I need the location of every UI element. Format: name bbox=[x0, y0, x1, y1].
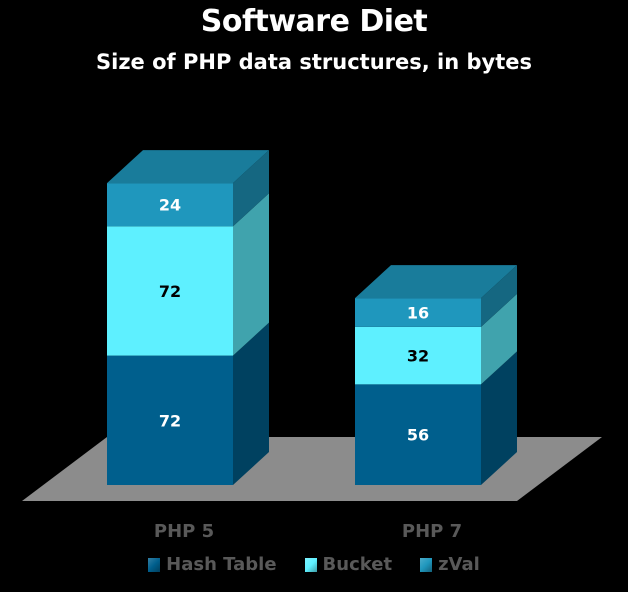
data-label-php-7-zval: 16 bbox=[407, 303, 429, 322]
bar-php-5-hash-table bbox=[107, 355, 233, 485]
bar-side-php-5-hash-table bbox=[233, 322, 269, 485]
data-label-php-5-hash-table: 72 bbox=[159, 411, 181, 430]
bar-side-php-5-bucket bbox=[233, 193, 269, 356]
chart-subtitle: Size of PHP data structures, in bytes bbox=[96, 50, 532, 74]
bar-top-php-7 bbox=[355, 265, 517, 299]
legend-label-bucket: Bucket bbox=[322, 554, 393, 575]
chart-title: Software Diet bbox=[200, 4, 428, 39]
legend-swatch-hash-table bbox=[148, 557, 161, 572]
bar-side-php-7-hash-table bbox=[481, 351, 517, 485]
chart-legend: Hash Table Bucket zVal bbox=[0, 554, 628, 575]
data-label-php-7-bucket: 32 bbox=[407, 347, 429, 366]
data-label-php-7-hash-table: 56 bbox=[407, 426, 429, 445]
legend-item-hash-table: Hash Table bbox=[148, 554, 277, 575]
legend-label-zval: zVal bbox=[438, 554, 480, 575]
legend-label-hash-table: Hash Table bbox=[166, 554, 277, 575]
category-label-php-5: PHP 5 bbox=[154, 521, 214, 542]
legend-swatch-bucket bbox=[304, 557, 317, 572]
bar-php-5-bucket bbox=[107, 226, 233, 356]
legend-swatch-zval bbox=[420, 557, 433, 572]
bar-side-php-7-zval bbox=[481, 265, 517, 327]
bar-php-7-bucket bbox=[355, 326, 481, 385]
data-label-php-5-zval: 24 bbox=[159, 196, 181, 215]
bar-side-php-7-bucket bbox=[481, 293, 517, 385]
bar-php-7-zval bbox=[355, 298, 481, 327]
bar-top-php-5 bbox=[107, 150, 269, 184]
bar-php-5-zval bbox=[107, 183, 233, 227]
bar-side-php-5-zval bbox=[233, 150, 269, 227]
data-label-php-5-bucket: 72 bbox=[159, 282, 181, 301]
legend-item-zval: zVal bbox=[420, 554, 480, 575]
category-label-php-7: PHP 7 bbox=[402, 521, 462, 542]
legend-item-bucket: Bucket bbox=[304, 554, 393, 575]
bar-php-7-hash-table bbox=[355, 384, 481, 485]
